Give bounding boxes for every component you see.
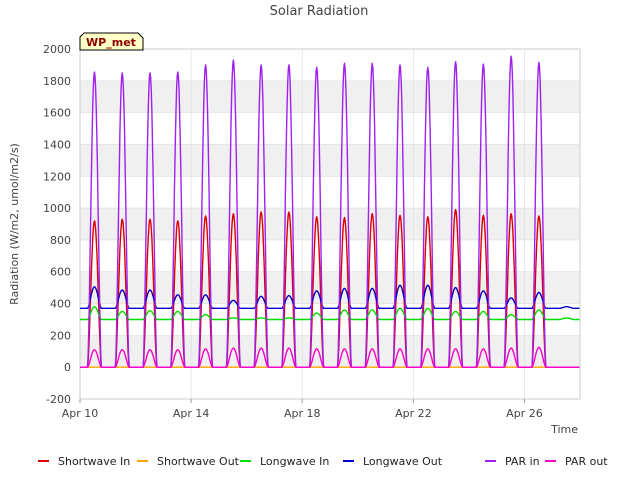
grid-band xyxy=(80,176,580,209)
y-tick-label: -200 xyxy=(46,393,71,406)
grid-band xyxy=(80,80,580,113)
x-tick-label: Apr 10 xyxy=(62,407,99,420)
y-axis-ticks: -200 0 200 400 600 800 1000 1200 1400 1600 1800 200… xyxy=(43,43,71,406)
y-tick-label: 0 xyxy=(64,361,71,374)
x-tick-label: Apr 18 xyxy=(284,407,321,420)
series-line-par-out xyxy=(80,346,580,368)
grid-band xyxy=(80,208,580,240)
x-axis-title: Time xyxy=(550,423,578,436)
x-tick-label: Apr 26 xyxy=(506,407,543,420)
y-tick-label: 1800 xyxy=(43,75,71,88)
series-line-longwave-in xyxy=(80,306,580,321)
y-tick-label: 1200 xyxy=(43,170,71,183)
legend-label: Longwave Out xyxy=(363,455,443,468)
legend-label: PAR in xyxy=(505,455,540,468)
legend-label: Longwave In xyxy=(260,455,329,468)
legend: Shortwave In Shortwave Out Longwave In Long… xyxy=(38,455,608,468)
grid-band xyxy=(80,112,580,145)
legend-label: PAR out xyxy=(565,455,608,468)
y-axis-title: Radiation (W/m2, umol/m2/s) xyxy=(8,143,21,305)
grid-band xyxy=(80,144,580,177)
y-tick-label: 800 xyxy=(50,234,71,247)
station-badge: WP_met xyxy=(79,32,144,51)
x-axis-ticks: Apr 10 Apr 14 Apr 18 Apr 22 Apr 26 xyxy=(62,399,543,420)
chart-title: Solar Radiation xyxy=(270,4,369,19)
series-line-longwave-out xyxy=(80,284,580,309)
plot-background-bands xyxy=(79,48,580,400)
y-tick-label: 600 xyxy=(50,266,71,279)
station-badge-box xyxy=(79,32,144,51)
grid-band xyxy=(80,335,580,368)
y-tick-label: 400 xyxy=(50,298,71,311)
station-badge-label: WP_met xyxy=(86,36,136,49)
data-series xyxy=(80,55,580,368)
y-tick-label: 200 xyxy=(50,329,71,342)
y-tick-label: 1400 xyxy=(43,138,71,151)
y-tick-label: 1600 xyxy=(43,107,71,120)
plot-area xyxy=(79,48,581,400)
grid-band xyxy=(80,367,580,399)
grid-band xyxy=(80,271,580,304)
grid-band xyxy=(80,49,580,81)
legend-label: Shortwave In xyxy=(58,455,130,468)
grid-band xyxy=(80,239,580,272)
y-tick-label: 2000 xyxy=(43,43,71,56)
y-tick-label: 1000 xyxy=(43,202,71,215)
x-tick-label: Apr 22 xyxy=(395,407,432,420)
legend-label: Shortwave Out xyxy=(157,455,240,468)
x-tick-label: Apr 14 xyxy=(173,407,210,420)
